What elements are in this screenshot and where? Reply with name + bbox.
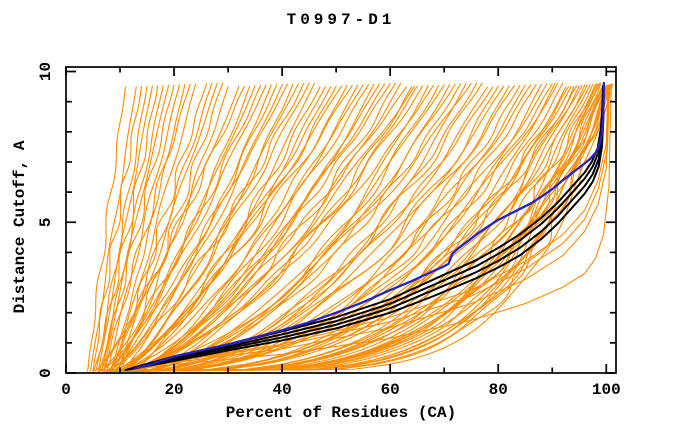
x-tick-label: 80 [489,381,508,399]
x-axis-label: Percent of Residues (CA) [226,404,456,422]
orange-model-curve [119,84,440,372]
orange-model-curve [135,84,445,372]
orange-model-curve [103,83,191,372]
orange-model-curve [114,83,294,372]
orange-model-curve [108,84,353,372]
orange-model-curve [114,86,326,372]
orange-model-curve [97,85,262,372]
orange-model-curve [114,86,229,372]
orange-model-curve [97,83,289,372]
orange-model-curve [103,84,434,372]
orange-model-curve [130,85,505,372]
y-tick-label: 5 [37,217,55,227]
orange-model-curve [114,85,424,372]
orange-model-curve [92,86,143,372]
orange-model-curve [116,82,218,372]
orange-model-curve [97,85,153,372]
orange-model-curve [124,83,456,372]
orange-model-curve [114,84,267,372]
y-tick-label: 10 [37,62,55,81]
x-tick-label: 100 [592,381,621,399]
orange-model-curve [119,86,407,372]
orange-envelope-4-curve [132,86,609,370]
orange-model-curve [97,84,175,372]
orange-model-curve [103,85,515,372]
orange-model-curve [108,86,488,372]
x-tick-label: 40 [273,381,292,399]
orange-model-curve [108,84,283,372]
orange-model-curve [103,83,472,372]
black-model-2-curve [127,84,605,371]
orange-model-curve [103,84,170,372]
orange-model-curve [130,86,570,372]
orange-envelope-2-curve [135,86,611,370]
x-tick-label: 20 [164,381,183,399]
black-model-3-curve [129,85,605,370]
orange-model-curve [108,83,386,372]
orange-model-curve [108,84,451,372]
axis-ticks-group [65,67,616,374]
orange-model-curve [87,86,126,372]
orange-model-curve [92,85,159,372]
orange-model-curve [105,84,181,372]
orange-model-curve [124,85,416,372]
orange-model-curve [119,84,583,372]
orange-envelope-3-curve [124,87,612,371]
highlighted-model-curves-group [124,81,612,371]
orange-model-curve [119,85,510,372]
orange-model-curve [130,82,601,372]
orange-model-curve [108,84,186,372]
orange-model-curve [124,85,606,372]
orange-model-curve [103,82,305,372]
orange-model-curve [124,84,359,372]
orange-model-curve [124,83,391,372]
orange-model-curve [135,82,402,372]
orange-model-curve [97,85,245,372]
orange-model-curves-group [87,82,614,372]
orange-model-curve [100,85,164,372]
y-axis-label: Distance Cutoff, A [11,140,29,313]
orange-model-curve [114,84,364,372]
orange-model-curve [114,85,578,372]
orange-model-curve [130,85,429,372]
orange-model-curve [103,85,337,372]
plot-frame [65,66,617,374]
orange-model-curve [114,83,208,372]
orange-envelope-1-curve [130,86,609,370]
blue-model-curve [134,81,605,370]
orange-model-curve [130,83,380,372]
axis-tick-labels-group: 0 20 40 60 80 100 0 5 10 [37,62,621,399]
orange-model-curve [114,82,559,372]
orange-model-curve [111,83,197,372]
orange-model-curve [114,83,461,372]
orange-model-curve [130,86,413,372]
orange-model-curve [130,85,348,372]
orange-model-curve [108,85,256,372]
x-tick-label: 60 [381,381,400,399]
orange-model-curve [92,86,240,372]
orange-model-curve [124,83,597,372]
orange-model-curve [119,82,310,372]
orange-model-curve [124,85,575,372]
black-model-1-curve [124,85,605,371]
orange-model-curve [119,85,343,372]
chart-title: T0997-D1 [287,11,396,29]
y-tick-label: 0 [37,368,55,378]
orange-model-curve [95,85,148,372]
orange-model-curve [124,85,332,372]
x-tick-label: 0 [61,381,71,399]
orange-model-curve [89,86,137,372]
orange-model-curve [135,83,614,372]
orange-model-curve [135,83,598,372]
orange-model-curve [119,84,591,372]
orange-model-curve [119,82,478,372]
orange-model-curve [124,86,494,372]
